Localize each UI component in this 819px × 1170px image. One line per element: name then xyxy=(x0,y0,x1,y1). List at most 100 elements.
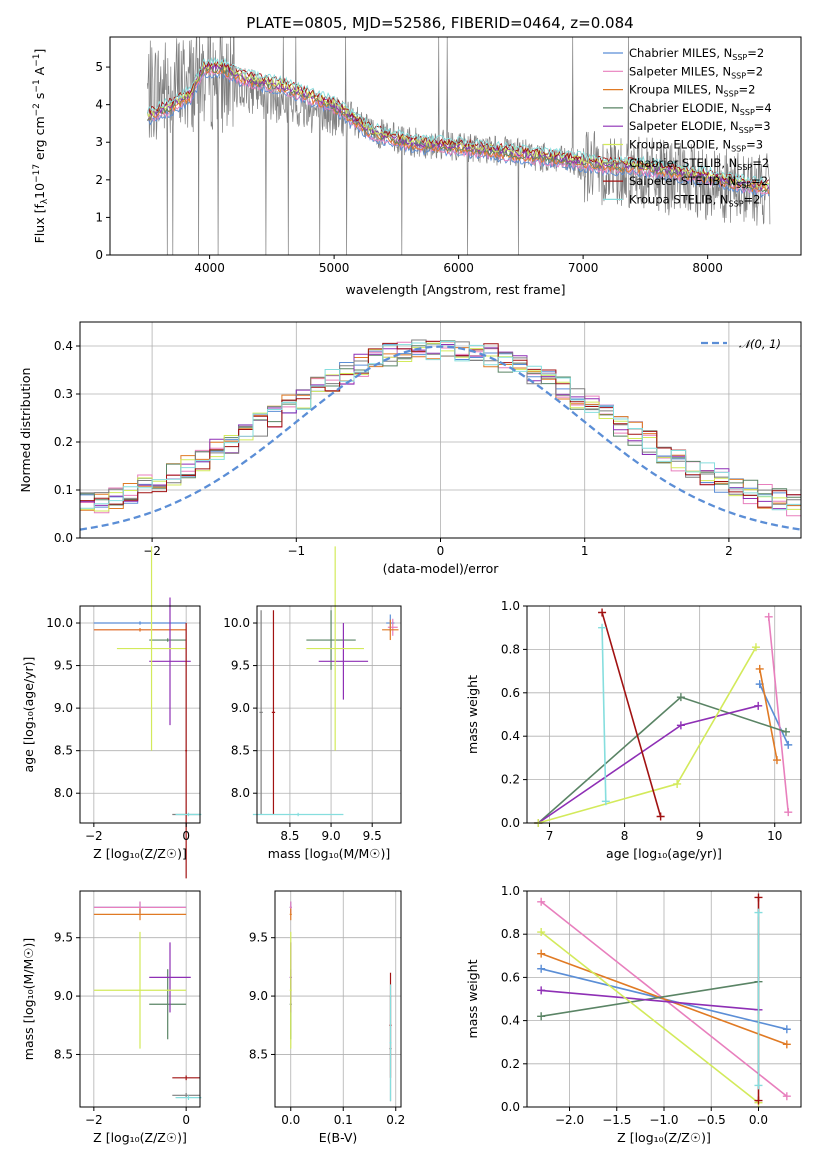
y-tick-label: 0.8 xyxy=(501,927,520,941)
x-tick-label: 6000 xyxy=(443,261,474,275)
weight-point-marker xyxy=(782,1040,791,1049)
y-tick-label: 10.0 xyxy=(46,616,73,630)
y-axis-label-part: −1 xyxy=(32,54,42,67)
weight-point-marker xyxy=(764,612,773,621)
mass-vs-metallicity-panel: −2 0 8.5 9.0 9.5 Z [log₁₀(Z/Z☉)] mass [log₁₀(M… xyxy=(21,890,202,1145)
x-tick-label: 0 xyxy=(437,544,445,558)
legend-entry: Salpeter MILES, NSSP=2 xyxy=(629,64,763,80)
legend-entry: Kroupa ELODIE, NSSP=3 xyxy=(629,138,763,154)
weight-point-marker xyxy=(598,623,607,632)
x-tick-label: −2.0 xyxy=(555,1113,584,1127)
y-axis-label-part: Flux [f xyxy=(32,204,47,244)
y-tick-label: 0.1 xyxy=(54,483,73,497)
legend-subscript: SSP xyxy=(736,181,751,190)
legend-entry: Chabrier MILES, NSSP=2 xyxy=(629,46,764,62)
x-tick-label: 2 xyxy=(725,544,733,558)
x-tick-label: 1 xyxy=(581,544,589,558)
y-tick-label: 0.2 xyxy=(501,1057,520,1071)
y-tick-label: 0.6 xyxy=(501,686,520,700)
chart-title: PLATE=0805, MJD=52586, FIBERID=0464, z=0… xyxy=(246,14,633,32)
x-tick-label: −2 xyxy=(85,1113,103,1127)
y-tick-label: 1.0 xyxy=(501,884,520,898)
y-tick-label: 9.0 xyxy=(231,701,250,715)
y-tick-label: 9.5 xyxy=(54,931,73,945)
y-tick-label: 0.0 xyxy=(501,1100,520,1114)
weight-point-marker xyxy=(754,908,763,917)
spectrum-plot-area xyxy=(146,37,771,255)
weight-point-marker xyxy=(754,701,763,710)
residual-histogram-panel: −2−10120.00.10.20.30.4(data-model)/error… xyxy=(18,321,802,576)
legend-count: =2 xyxy=(752,156,769,170)
legend-name: Kroupa MILES, N xyxy=(629,83,724,97)
y-tick-label: 3 xyxy=(95,135,103,149)
y-axis-label: Flux [fλ10−17 erg cm−2 s−1 A−1] xyxy=(32,49,50,244)
y-tick-label: 9.0 xyxy=(54,989,73,1003)
weight-vs-metallicity-panel: −2.0 −1.5 −1.0 −0.5 0.0 0.0 0.2 0.4 0.6 0.8 1.0 Z [… xyxy=(465,884,802,1145)
x-axis-label: E(B-V) xyxy=(319,1130,358,1145)
legend-entry: Chabrier ELODIE, NSSP=4 xyxy=(629,101,772,117)
y-tick-label: 2 xyxy=(95,173,103,187)
y-tick-label: 0.2 xyxy=(54,435,73,449)
legend-entry: Kroupa STELIB, NSSP=2 xyxy=(629,192,760,208)
y-tick-label: 8.5 xyxy=(231,744,250,758)
weight-series-line xyxy=(601,627,607,802)
weight-vs-age-panel: 7 8 9 10 0.0 0.2 0.4 0.6 0.8 1.0 age [log₁₀(age/yr… xyxy=(465,599,802,861)
y-axis-label: Normed distribution xyxy=(18,368,33,493)
y-tick-label: 4 xyxy=(95,98,103,112)
weight-point-marker xyxy=(656,812,665,821)
mass-vs-ebv-panel: 0.0 0.1 0.2 8.5 9.0 9.5 E(B-V) xyxy=(249,890,405,1145)
axes-frame xyxy=(526,605,802,824)
legend-count: =2 xyxy=(746,64,763,78)
y-axis-label: mass [log₁₀(M/M☉)] xyxy=(21,938,36,1060)
legend-entry: Salpeter STELIB, NSSP=2 xyxy=(629,174,768,190)
y-tick-label: 0.4 xyxy=(54,339,73,353)
y-tick-label: 0.4 xyxy=(501,729,520,743)
legend-entry: Chabrier STELIB, NSSP=2 xyxy=(629,156,769,172)
y-tick-label: 9.0 xyxy=(249,989,268,1003)
weight-point-marker xyxy=(537,949,546,958)
y-tick-label: 0.3 xyxy=(54,387,73,401)
y-tick-label: 8.5 xyxy=(249,1047,268,1061)
weight-point-marker xyxy=(782,1025,791,1034)
y-axis-label-part: λ xyxy=(40,198,50,204)
y-tick-label: 9.5 xyxy=(231,659,250,673)
y-tick-label: 5 xyxy=(95,60,103,74)
y-tick-label: 0.8 xyxy=(501,642,520,656)
legend-subscript: SSP xyxy=(724,90,739,99)
y-axis-label-part: −17 xyxy=(32,164,42,183)
y-tick-label: 8.0 xyxy=(231,786,250,800)
model-spectrum-line xyxy=(146,56,769,186)
weight-series-line xyxy=(540,952,788,1046)
y-axis-label-part: −2 xyxy=(32,103,42,116)
weight-series-line xyxy=(767,616,789,813)
weight-point-marker xyxy=(673,779,682,788)
x-tick-label: 7000 xyxy=(568,261,599,275)
y-tick-label: 8.0 xyxy=(54,786,73,800)
x-tick-label: 0 xyxy=(182,829,190,843)
legend-name: Kroupa ELODIE, N xyxy=(629,138,731,152)
weight-series-line xyxy=(538,646,757,824)
legend-subscript: SSP xyxy=(729,199,744,208)
y-tick-label: 0.0 xyxy=(54,531,73,545)
x-axis-label: mass [log₁₀(M/M☉)] xyxy=(268,846,390,861)
weight-series-line xyxy=(537,705,759,824)
legend-name: Salpeter ELODIE, N xyxy=(629,119,739,133)
legend-name: Salpeter STELIB, N xyxy=(629,174,736,188)
weight-point-marker xyxy=(601,797,610,806)
legend-count: =3 xyxy=(746,138,763,152)
x-tick-label: 0.0 xyxy=(281,1113,300,1127)
age-vs-mass-panel: 8.5 9.0 9.5 8.0 8.5 9.0 9.5 10.0 mass [log₁₀(M/M… xyxy=(223,546,402,861)
histogram-series xyxy=(80,341,801,511)
x-tick-label: 0.2 xyxy=(386,1113,405,1127)
legend-subscript: SSP xyxy=(740,108,755,117)
weight-point-marker xyxy=(784,808,793,817)
x-tick-label: 8000 xyxy=(692,261,723,275)
weight-series-line xyxy=(540,931,759,1104)
legend-name: Chabrier STELIB, N xyxy=(629,156,737,170)
y-tick-label: 0.4 xyxy=(501,1014,520,1028)
x-tick-label: −1 xyxy=(287,544,305,558)
y-axis-label-part: s xyxy=(32,93,47,104)
x-tick-label: 9 xyxy=(696,829,704,843)
weight-series-line xyxy=(541,989,759,1011)
